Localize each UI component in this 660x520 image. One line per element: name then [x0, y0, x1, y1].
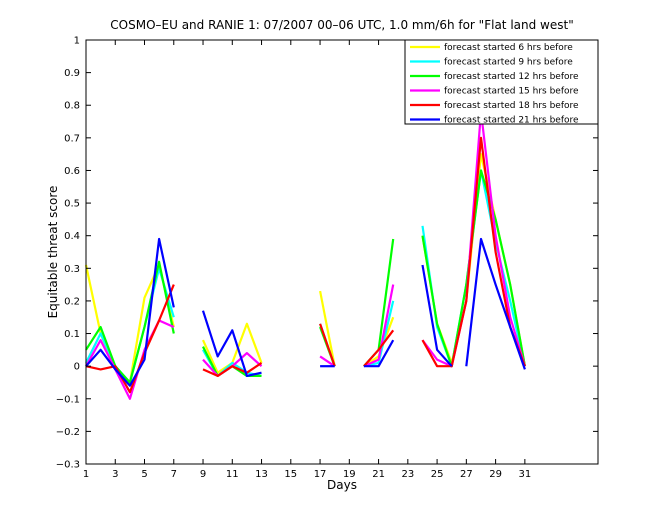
- plot-area: [84, 110, 526, 400]
- y-axis-label: Equitable threat score: [46, 186, 60, 319]
- x-tick-label: 19: [343, 469, 356, 480]
- y-tick-label: −0.1: [56, 394, 80, 405]
- legend-label-3: forecast started 12 hrs before: [444, 72, 579, 82]
- x-tick-label: 7: [171, 469, 177, 480]
- legend: forecast started 6 hrs before forecast st…: [404, 39, 599, 126]
- x-tick-label: 31: [518, 469, 531, 480]
- x-tick-label: 1: [83, 469, 89, 480]
- y-tick-label: 0.4: [64, 231, 80, 242]
- series-line-6-segment-1: [85, 237, 175, 387]
- y-tick-label: 1: [74, 36, 80, 47]
- axis-ticks: 1 3 5 7 9 11 13 15 17 19 21 23 25 27 29 31−0.3−0.2−0.10…: [56, 36, 598, 480]
- x-tick-label: 5: [141, 469, 147, 480]
- y-tick-label: −0.3: [56, 460, 80, 471]
- legend-label-5: forecast started 18 hrs before: [444, 101, 579, 111]
- x-tick-label: 9: [200, 469, 206, 480]
- y-tick-label: 0.1: [64, 329, 80, 340]
- series-line-6-segment-5: [421, 264, 453, 367]
- series-line-5-segment-3: [319, 323, 336, 367]
- series-line-5-segment-4: [363, 329, 395, 367]
- legend-box: [404, 39, 599, 125]
- legend-label-4: forecast started 15 hrs before: [444, 87, 579, 97]
- legend-label-2: forecast started 9 hrs before: [444, 58, 573, 68]
- series-line-4-segment-4: [363, 284, 395, 368]
- y-tick-label: 0: [74, 362, 80, 373]
- y-tick-label: 0.7: [64, 133, 80, 144]
- series-line-5-segment-5: [421, 136, 526, 368]
- y-tick-label: 0.3: [64, 264, 80, 275]
- y-tick-label: 0.2: [64, 296, 80, 307]
- series-line-4-segment-3: [319, 355, 336, 368]
- x-tick-label: 21: [372, 469, 385, 480]
- x-tick-label: 11: [226, 469, 239, 480]
- series-line-4-segment-5: [421, 110, 526, 368]
- legend-label-1: forecast started 6 hrs before: [444, 43, 573, 53]
- series-line-6-segment-2: [201, 310, 262, 377]
- x-tick-label: 27: [460, 469, 473, 480]
- y-tick-label: 0.6: [64, 166, 80, 177]
- y-tick-label: 0.8: [64, 101, 80, 112]
- series-line-5-segment-1: [85, 284, 175, 394]
- x-tick-label: 13: [255, 469, 268, 480]
- series-line-6-segment-6: [465, 237, 526, 370]
- y-tick-label: 0.9: [64, 68, 80, 79]
- series-line-1-segment-3: [319, 290, 336, 367]
- legend-label-6: forecast started 21 hrs before: [444, 116, 579, 126]
- x-tick-label: 15: [284, 469, 297, 480]
- series-line-5-segment-2: [202, 361, 263, 377]
- series-line-6-segment-4: [363, 339, 395, 368]
- x-axis-label: Days: [327, 478, 357, 492]
- x-tick-label: 23: [401, 469, 414, 480]
- x-tick-label: 3: [112, 469, 118, 480]
- y-tick-label: 0.5: [64, 199, 80, 210]
- series-line-3-segment-1: [85, 260, 175, 384]
- x-tick-label: 17: [314, 469, 327, 480]
- y-tick-label: −0.2: [56, 427, 80, 438]
- chart-title: COSMO–EU and RANIE 1: 07/2007 00–06 UTC,…: [110, 18, 573, 32]
- x-tick-label: 25: [431, 469, 444, 480]
- axes-box: [85, 39, 599, 465]
- x-tick-label: 29: [489, 469, 502, 480]
